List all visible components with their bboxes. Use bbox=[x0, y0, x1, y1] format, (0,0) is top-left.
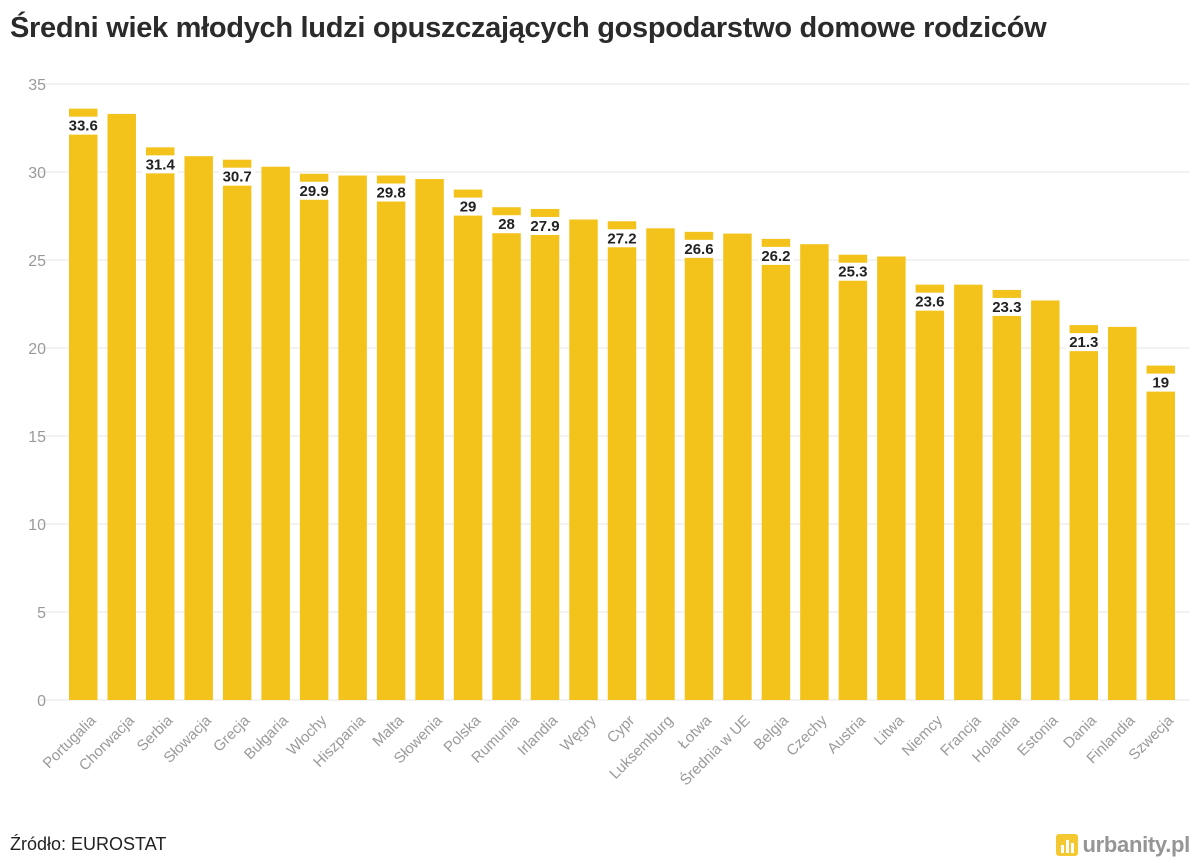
y-tick-label: 5 bbox=[37, 605, 46, 622]
bar bbox=[453, 189, 483, 700]
data-label: 31.4 bbox=[146, 156, 176, 173]
bar bbox=[723, 233, 752, 700]
bar bbox=[376, 175, 406, 700]
data-labels: 33.6 31.4 30.7 29.9 29.8 29 28 27.9 27.2 26.6 26.2… bbox=[65, 116, 1179, 392]
bars bbox=[69, 108, 1175, 701]
data-label-bg bbox=[219, 167, 256, 186]
bar bbox=[492, 207, 521, 700]
y-tick-label: 20 bbox=[28, 341, 46, 358]
data-label-bg bbox=[450, 197, 487, 216]
y-tick-label: 35 bbox=[28, 77, 46, 94]
x-tick-label: Cypr bbox=[604, 712, 638, 746]
x-tick-label: Irlandia bbox=[514, 712, 561, 759]
data-label: 21.3 bbox=[1069, 334, 1098, 351]
data-label: 30.7 bbox=[223, 169, 252, 186]
data-label-bg bbox=[296, 181, 333, 200]
bar bbox=[1069, 325, 1099, 700]
data-label: 33.6 bbox=[69, 118, 98, 135]
data-label-bg bbox=[680, 239, 717, 258]
data-label: 27.9 bbox=[530, 218, 559, 235]
bar-chart-logo-icon bbox=[1056, 834, 1079, 856]
source-note: Źródło: EUROSTAT bbox=[10, 834, 167, 854]
data-label: 27.2 bbox=[607, 230, 636, 247]
bar bbox=[838, 254, 868, 700]
y-tick-label: 15 bbox=[28, 429, 46, 446]
data-label-bg bbox=[527, 216, 564, 235]
data-label: 28 bbox=[498, 216, 515, 233]
bar bbox=[1031, 300, 1060, 700]
data-label: 29.8 bbox=[377, 185, 406, 202]
brand-logo[interactable]: urbanity.pl bbox=[1056, 832, 1190, 858]
chart-title: Średni wiek młodych ludzi opuszczających… bbox=[10, 12, 1047, 44]
bar-chart: 33.6 31.4 30.7 29.9 29.8 29 28 27.9 27.2 26.6 26.2… bbox=[28, 77, 1190, 789]
bar bbox=[530, 208, 560, 700]
data-label-bg bbox=[1142, 373, 1179, 392]
data-label: 19 bbox=[1152, 375, 1169, 392]
y-tick-label: 30 bbox=[28, 165, 46, 182]
bar bbox=[338, 175, 367, 700]
bar bbox=[684, 231, 714, 700]
bar bbox=[107, 113, 136, 701]
data-label-bg bbox=[988, 297, 1025, 316]
data-label-bg bbox=[65, 116, 102, 135]
x-tick-label: Austria bbox=[824, 712, 869, 757]
x-tick-label: Estonia bbox=[1014, 712, 1062, 760]
bar bbox=[415, 179, 444, 700]
bar bbox=[761, 238, 791, 700]
x-axis: PortugaliaChorwacjaSerbiaSłowacjaGrecjaB… bbox=[40, 711, 1178, 789]
data-label-bg bbox=[911, 292, 948, 311]
bar bbox=[145, 147, 175, 701]
data-label-bg bbox=[834, 262, 871, 281]
data-label: 29 bbox=[460, 199, 477, 216]
x-tick-label: Czechy bbox=[783, 712, 831, 760]
bar bbox=[877, 256, 906, 700]
x-tick-label: Węgry bbox=[557, 712, 600, 755]
bar bbox=[184, 156, 213, 700]
data-label: 26.6 bbox=[684, 241, 713, 258]
bar bbox=[1108, 326, 1137, 700]
data-label: 23.6 bbox=[915, 294, 944, 311]
bar bbox=[800, 244, 829, 700]
data-label: 26.2 bbox=[761, 248, 790, 265]
data-label-bg bbox=[1065, 333, 1102, 352]
bar bbox=[607, 221, 637, 700]
bar bbox=[69, 108, 98, 700]
bar bbox=[299, 173, 329, 700]
bar bbox=[222, 159, 252, 700]
data-label-bg bbox=[488, 215, 525, 234]
bar bbox=[915, 284, 945, 700]
bar bbox=[646, 228, 675, 700]
data-label: 25.3 bbox=[838, 264, 867, 281]
brand-name: urbanity.pl bbox=[1082, 832, 1190, 857]
data-label-bg bbox=[604, 229, 640, 248]
data-label: 23.3 bbox=[992, 299, 1021, 316]
bar bbox=[1146, 365, 1175, 700]
x-tick-label: Niemcy bbox=[899, 712, 947, 760]
y-tick-label: 10 bbox=[28, 517, 46, 534]
bar bbox=[569, 219, 598, 700]
y-tick-label: 25 bbox=[28, 253, 46, 270]
bar bbox=[261, 166, 290, 701]
y-axis: 0 5 10 15 20 25 30 35 bbox=[28, 77, 46, 710]
data-label: 29.9 bbox=[300, 183, 329, 200]
bar bbox=[992, 289, 1022, 700]
data-label-bg bbox=[757, 246, 794, 265]
y-tick-label: 0 bbox=[37, 693, 46, 710]
data-label-bg bbox=[142, 155, 179, 174]
data-label-bg bbox=[373, 183, 410, 202]
chart-area: 33.6 31.4 30.7 29.9 29.8 29 28 27.9 27.2 26.6 26.2… bbox=[0, 60, 1200, 820]
bar bbox=[954, 284, 983, 700]
